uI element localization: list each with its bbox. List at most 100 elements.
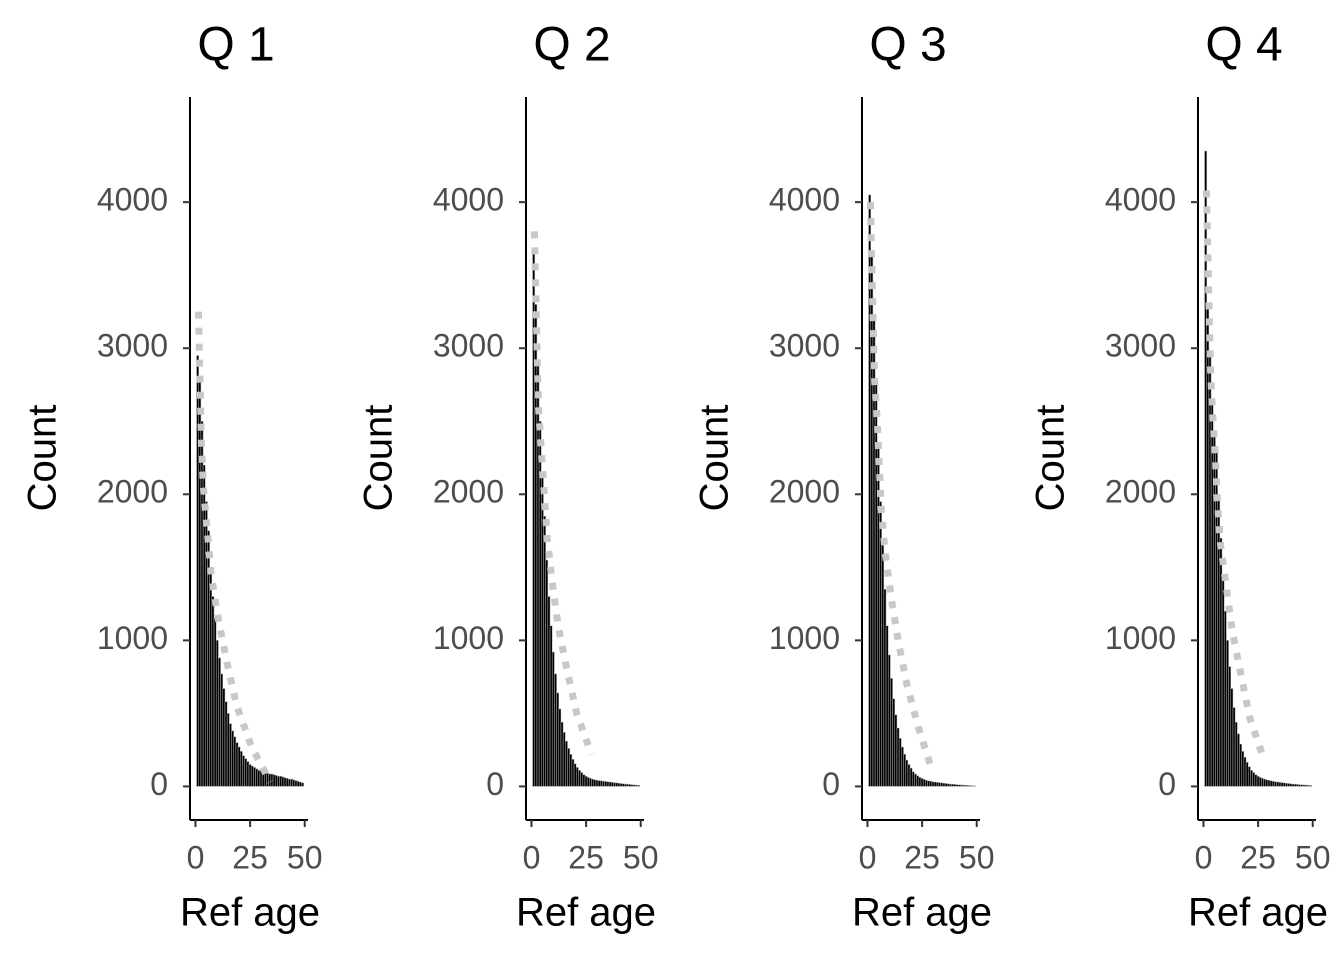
histogram-bar: [1248, 766, 1251, 787]
histogram-bar: [953, 784, 957, 787]
histogram-bar: [545, 559, 549, 787]
x-tick-label: 50: [623, 839, 659, 875]
histogram-bar: [1274, 781, 1277, 787]
histogram-bar: [233, 736, 237, 787]
y-tick-label: 1000: [433, 620, 504, 656]
histogram-bar: [898, 737, 902, 787]
histogram-bar: [1282, 782, 1286, 787]
histogram-bar: [903, 754, 906, 787]
histogram-bar: [205, 501, 208, 787]
histogram-bar: [277, 775, 280, 787]
histogram-bar: [1285, 782, 1288, 787]
histogram-bar: [558, 708, 562, 787]
histogram-bar: [1289, 783, 1293, 787]
histogram-bar: [595, 780, 599, 787]
histogram-bar: [914, 773, 917, 787]
histogram-bar: [253, 767, 256, 787]
y-tick-label: 2000: [769, 474, 840, 510]
histogram-bar: [266, 773, 269, 787]
y-axis-title: Count: [357, 405, 401, 512]
histogram-bar: [215, 640, 219, 787]
histogram-bar: [872, 318, 876, 787]
histogram-bar: [630, 784, 634, 787]
y-tick-label: 2000: [1105, 474, 1176, 510]
histogram-bar: [290, 778, 293, 787]
histogram-bar: [1263, 778, 1266, 787]
y-tick-label: 3000: [1105, 328, 1176, 364]
y-tick-label: 0: [486, 766, 504, 802]
histogram-bar: [1210, 399, 1214, 787]
histogram-bar: [946, 783, 950, 787]
y-tick-label: 1000: [1105, 620, 1176, 656]
histogram-bar: [589, 778, 592, 787]
histogram-bar: [551, 651, 555, 787]
histogram-bar: [229, 723, 232, 787]
histogram-bar: [955, 784, 959, 787]
histogram-bar: [916, 775, 920, 787]
histogram-bar: [883, 588, 887, 787]
panel-title: Q 3: [869, 19, 946, 72]
histogram-bar: [1309, 785, 1312, 787]
x-tick-label: 0: [187, 839, 205, 875]
histogram-bar: [281, 776, 285, 787]
panel-title: Q 1: [197, 19, 274, 72]
histogram-bar: [615, 782, 619, 787]
x-axis-title: Ref age: [516, 891, 656, 935]
histogram-bar: [582, 774, 586, 787]
panel-title: Q 2: [533, 19, 610, 72]
x-tick-label: 25: [1240, 839, 1276, 875]
histogram-bar: [881, 545, 885, 787]
y-axis-title: Count: [21, 405, 65, 512]
histogram-bar: [584, 775, 588, 787]
histogram-bar: [624, 783, 627, 787]
histogram-bar: [560, 721, 564, 787]
y-tick-label: 4000: [97, 182, 168, 218]
histogram-bar: [887, 654, 891, 787]
histogram-bar: [890, 678, 893, 787]
histogram-bar: [1239, 743, 1242, 787]
y-tick-label: 3000: [97, 328, 168, 364]
histogram-bar: [957, 784, 961, 787]
histogram-bar: [973, 785, 976, 787]
histogram-bar: [602, 780, 605, 787]
x-axis-title: Ref age: [180, 891, 320, 935]
y-tick-label: 3000: [769, 328, 840, 364]
histogram-bar: [1237, 733, 1240, 787]
histogram-bar: [1307, 784, 1310, 787]
histogram-bar: [1221, 574, 1225, 787]
histogram-bar: [573, 763, 577, 787]
histogram-bar: [637, 784, 640, 787]
histogram-bar: [1293, 783, 1297, 787]
y-axis-title: Count: [693, 405, 737, 512]
histogram-bar: [1304, 784, 1308, 787]
histogram-bar: [1217, 494, 1221, 787]
histogram-bar: [242, 755, 245, 787]
histogram-bar: [1272, 781, 1275, 787]
histogram-bar: [543, 515, 546, 787]
histogram-bar: [922, 779, 926, 787]
y-tick-label: 4000: [433, 182, 504, 218]
histogram-bar: [1258, 777, 1262, 787]
histogram-bar: [1254, 774, 1258, 787]
histogram-bar: [244, 758, 248, 787]
histogram-bar: [1243, 756, 1247, 787]
histogram-bar: [569, 754, 573, 787]
histogram-bar: [929, 781, 933, 787]
histogram-bar: [1291, 783, 1295, 787]
histogram-bar: [944, 783, 948, 787]
histogram-bar: [1206, 304, 1210, 787]
histogram-bar: [562, 732, 566, 787]
histogram-bar: [1269, 780, 1273, 787]
histogram-bar: [1300, 784, 1304, 787]
histogram-bar: [213, 618, 217, 787]
histogram-bar: [938, 782, 941, 787]
histogram-bar: [1250, 770, 1253, 787]
histogram-bar: [565, 740, 568, 787]
x-tick-label: 50: [1295, 839, 1331, 875]
histogram-bar: [925, 780, 928, 787]
histogram-bar: [597, 780, 601, 787]
y-tick-label: 0: [150, 766, 168, 802]
histogram-bar: [220, 673, 224, 787]
histogram-bar: [292, 779, 296, 787]
